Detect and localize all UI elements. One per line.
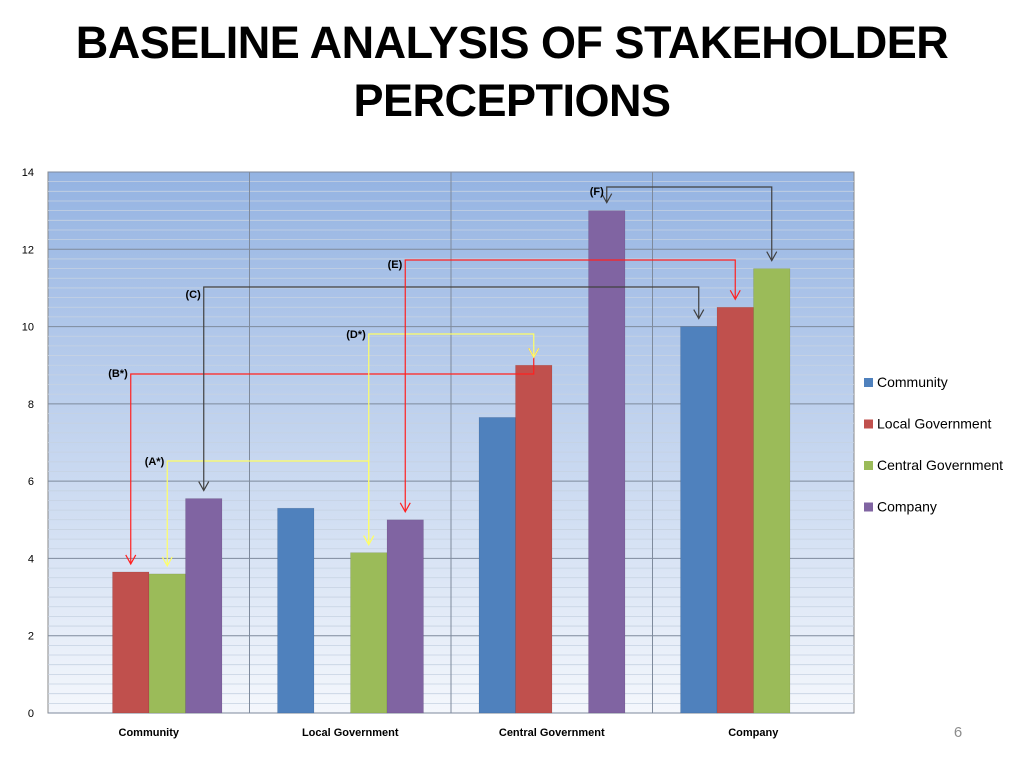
arrow-head <box>693 309 705 320</box>
y-tick-label: 12 <box>22 244 34 256</box>
page-number: 6 <box>953 724 963 741</box>
x-tick-label: Central Government <box>499 727 605 739</box>
annotation-label: (C) <box>185 289 201 301</box>
x-tick-label: Local Government <box>302 727 399 739</box>
bar <box>112 571 150 714</box>
y-tick-label: 8 <box>28 399 34 411</box>
arrow-head <box>161 556 173 568</box>
annotation-label: (A*) <box>145 456 165 468</box>
bar <box>753 268 791 714</box>
legend-swatch <box>864 378 873 387</box>
bar <box>350 552 388 714</box>
legend-swatch <box>864 502 873 512</box>
arrow-head <box>399 502 411 514</box>
arrow-head <box>198 481 210 492</box>
legend-swatch <box>864 461 873 470</box>
annotation-connector <box>606 186 773 261</box>
bar <box>716 306 754 714</box>
bar <box>185 498 223 714</box>
x-tick-label: Community <box>119 727 180 739</box>
bar <box>588 210 626 714</box>
x-tick-label: Company <box>728 727 779 739</box>
annotation-connector <box>203 286 700 491</box>
annotation-label: (E) <box>388 259 403 271</box>
slide-title: BASELINE ANALYSIS OF STAKEHOLDER PERCEPT… <box>0 14 1024 130</box>
legend-label: Central Government <box>877 457 1003 473</box>
title-line-2: PERCEPTIONS <box>353 75 671 126</box>
y-tick-label: 4 <box>28 553 34 565</box>
annotation-connector <box>404 259 736 512</box>
arrow-head <box>766 251 778 262</box>
bar <box>680 326 718 714</box>
arrow-head <box>729 289 741 301</box>
legend-swatch <box>864 419 873 429</box>
legend-label: Company <box>877 499 937 515</box>
annotation-label: (D*) <box>346 329 366 341</box>
bar <box>277 507 315 714</box>
bar <box>478 417 516 714</box>
arrow-head <box>601 193 613 204</box>
y-tick-label: 10 <box>22 322 34 334</box>
arrow-head <box>363 535 375 546</box>
y-tick-label: 0 <box>28 708 34 720</box>
y-tick-label: 6 <box>28 476 34 488</box>
bar <box>515 364 553 714</box>
y-tick-label: 2 <box>28 631 34 643</box>
annotation-connector <box>368 333 535 545</box>
annotation-connector <box>130 357 535 564</box>
bar <box>386 519 424 714</box>
arrow-head <box>528 347 540 359</box>
bar <box>148 573 186 714</box>
annotation-label: (F) <box>590 186 604 198</box>
y-tick-label: 14 <box>22 167 34 179</box>
legend-label: Local Government <box>877 416 992 432</box>
title-line-1: BASELINE ANALYSIS OF STAKEHOLDER <box>75 17 949 68</box>
legend-label: Community <box>877 374 948 390</box>
arrow-head <box>125 554 137 566</box>
annotation-label: (B*) <box>108 368 128 380</box>
